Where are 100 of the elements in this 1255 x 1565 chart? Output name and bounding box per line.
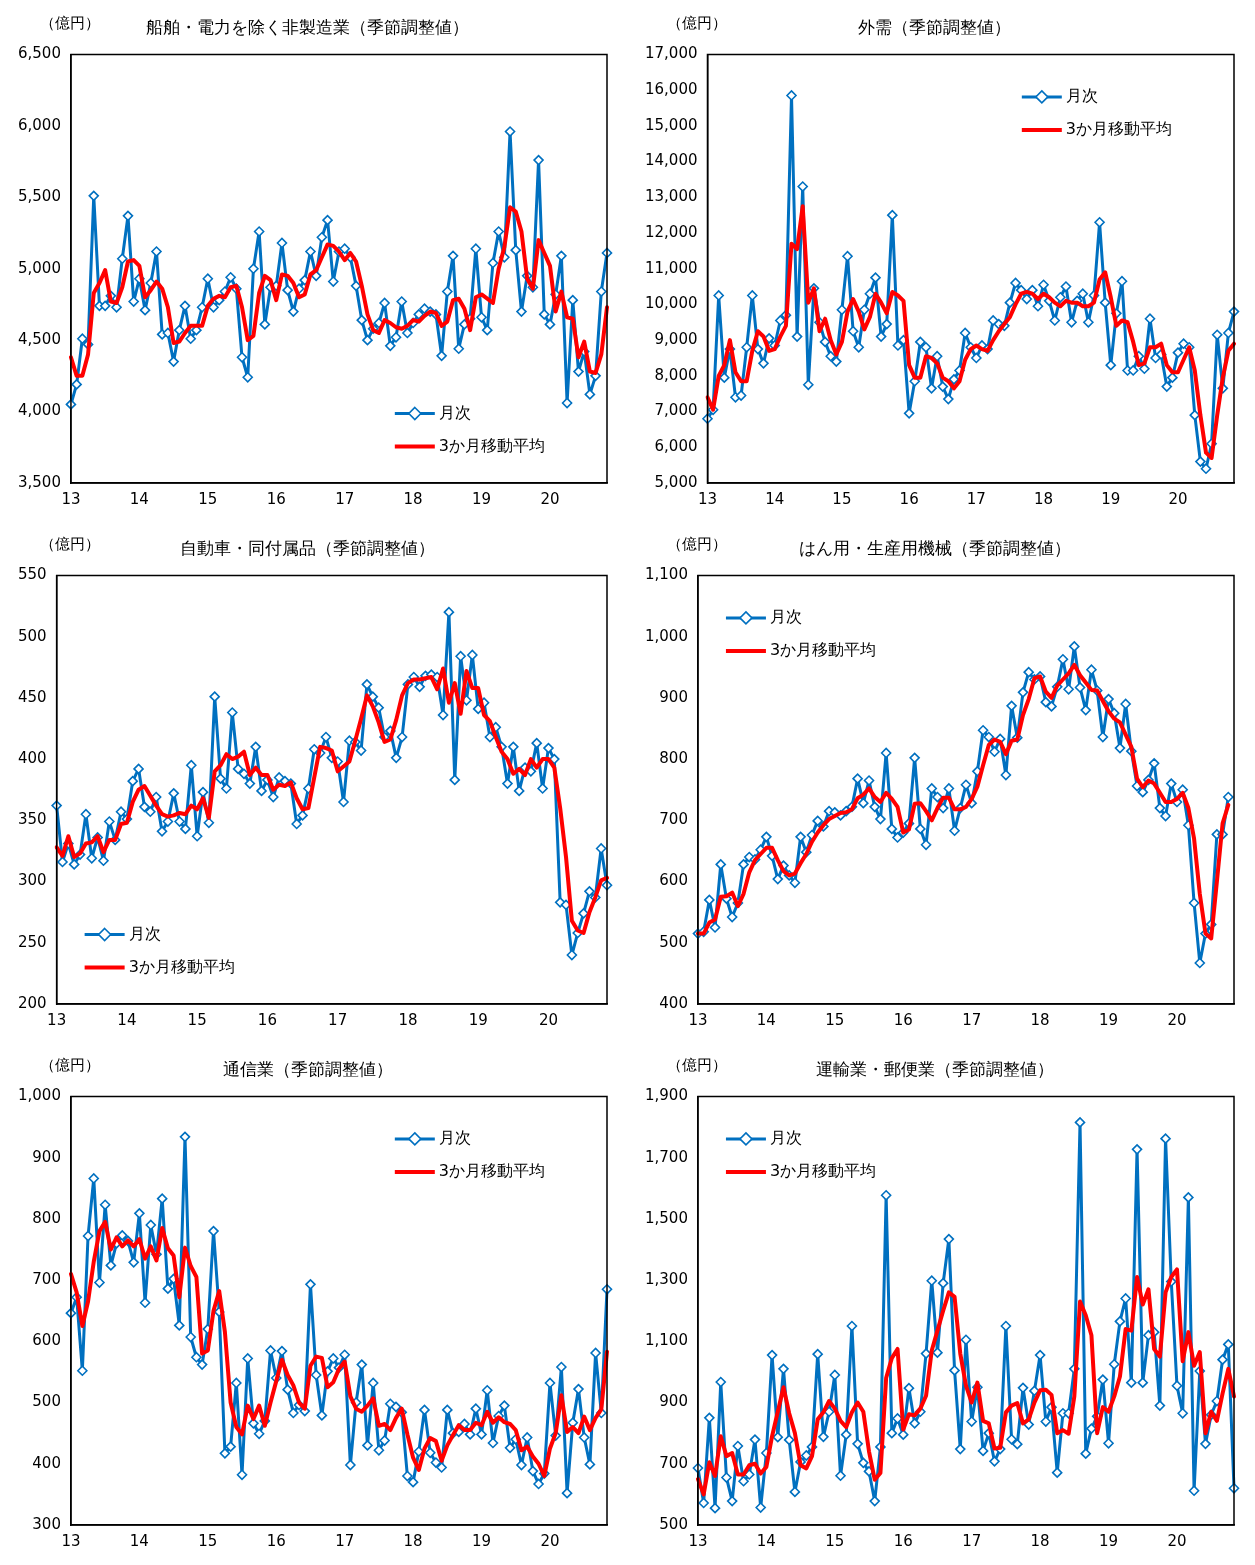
legend-label: 3か月移動平均 xyxy=(438,435,546,455)
y-axis-title: （億円） xyxy=(40,1055,100,1074)
legend-label: 3か月移動平均 xyxy=(769,1161,877,1181)
x-tick-label: 18 xyxy=(403,489,423,508)
legend-label: 月次 xyxy=(128,923,161,943)
x-tick-label: 16 xyxy=(893,1531,913,1550)
y-tick-label: 1,100 xyxy=(644,1331,688,1350)
y-tick-label: 500 xyxy=(17,626,47,645)
x-tick-label: 14 xyxy=(756,1531,776,1550)
y-tick-label: 4,000 xyxy=(17,401,61,420)
x-tick-label: 16 xyxy=(899,489,919,508)
y-tick-label: 600 xyxy=(659,871,688,890)
legend-label: 3か月移動平均 xyxy=(769,640,877,660)
chart-title: 外需（季節調整値） xyxy=(858,16,1011,37)
x-tick-label: 17 xyxy=(966,489,986,508)
y-tick-label: 500 xyxy=(659,1514,688,1533)
x-tick-label: 13 xyxy=(61,489,81,508)
x-tick-label: 17 xyxy=(962,1010,982,1029)
x-tick-label: 13 xyxy=(697,489,718,508)
x-tick-label: 15 xyxy=(825,1010,845,1029)
x-tick-label: 15 xyxy=(825,1531,845,1550)
x-tick-label: 13 xyxy=(61,1531,81,1550)
y-tick-label: 200 xyxy=(17,993,47,1012)
x-tick-label: 17 xyxy=(962,1531,982,1550)
y-tick-label: 600 xyxy=(32,1331,61,1350)
y-tick-label: 400 xyxy=(17,748,47,767)
x-tick-label: 17 xyxy=(328,1010,348,1029)
legend-label: 月次 xyxy=(769,607,802,627)
y-tick-label: 400 xyxy=(32,1453,61,1472)
y-tick-label: 700 xyxy=(659,810,688,829)
y-tick-label: 550 xyxy=(17,565,47,584)
y-tick-label: 16,000 xyxy=(644,80,698,99)
y-tick-label: 7,000 xyxy=(654,401,698,420)
legend-label: 3か月移動平均 xyxy=(438,1161,546,1181)
legend-label: 月次 xyxy=(438,1128,471,1148)
y-tick-label: 1,000 xyxy=(17,1086,61,1105)
x-tick-label: 20 xyxy=(1168,489,1188,508)
y-tick-label: 8,000 xyxy=(654,365,698,384)
x-tick-label: 17 xyxy=(335,1531,355,1550)
chart-title: 自動車・同付属品（季節調整値） xyxy=(180,537,435,558)
y-tick-label: 6,000 xyxy=(654,437,698,456)
x-tick-label: 18 xyxy=(398,1010,418,1029)
x-tick-label: 19 xyxy=(468,1010,488,1029)
y-tick-label: 700 xyxy=(32,1269,61,1288)
y-tick-label: 5,500 xyxy=(17,187,61,206)
y-tick-label: 5,000 xyxy=(654,472,698,491)
y-tick-label: 900 xyxy=(659,687,688,706)
y-tick-label: 6,000 xyxy=(17,115,61,134)
legend-label: 3か月移動平均 xyxy=(128,956,235,976)
x-tick-label: 14 xyxy=(129,489,149,508)
x-tick-label: 14 xyxy=(117,1010,137,1029)
y-tick-label: 250 xyxy=(17,932,47,951)
x-tick-label: 13 xyxy=(688,1531,708,1550)
x-tick-label: 15 xyxy=(198,1531,218,1550)
y-tick-label: 13,000 xyxy=(644,187,698,206)
y-tick-label: 1,100 xyxy=(644,565,688,584)
chart-title: 運輸業・郵便業（季節調整値） xyxy=(815,1058,1054,1079)
x-tick-label: 16 xyxy=(257,1010,277,1029)
x-tick-label: 15 xyxy=(198,489,218,508)
y-tick-label: 900 xyxy=(659,1392,688,1411)
y-axis-title: （億円） xyxy=(40,534,100,553)
x-tick-label: 13 xyxy=(47,1010,67,1029)
x-tick-label: 14 xyxy=(129,1531,149,1550)
chart-title: はん用・生産用機械（季節調整値） xyxy=(798,537,1071,558)
x-tick-label: 18 xyxy=(1030,1010,1050,1029)
x-tick-label: 19 xyxy=(1098,1531,1119,1550)
y-tick-label: 500 xyxy=(659,932,688,951)
y-tick-label: 450 xyxy=(17,687,47,706)
y-tick-label: 400 xyxy=(659,993,688,1012)
x-tick-label: 17 xyxy=(335,489,355,508)
chart-title: 船舶・電力を除く非製造業（季節調整値） xyxy=(146,16,469,37)
x-tick-label: 16 xyxy=(266,489,286,508)
x-tick-label: 15 xyxy=(187,1010,207,1029)
x-tick-label: 16 xyxy=(893,1010,913,1029)
x-tick-label: 13 xyxy=(688,1010,708,1029)
x-tick-label: 20 xyxy=(538,1010,558,1029)
x-tick-label: 19 xyxy=(471,489,492,508)
y-tick-label: 12,000 xyxy=(644,222,698,241)
x-tick-label: 20 xyxy=(540,1531,560,1550)
legend-label: 月次 xyxy=(438,402,471,422)
legend-label: 月次 xyxy=(1065,86,1098,106)
y-tick-label: 11,000 xyxy=(644,258,698,277)
y-axis-title: （億円） xyxy=(667,534,727,553)
y-tick-label: 4,500 xyxy=(17,330,61,349)
x-tick-label: 19 xyxy=(471,1531,492,1550)
x-tick-label: 20 xyxy=(1167,1010,1187,1029)
y-tick-label: 700 xyxy=(659,1453,688,1472)
y-tick-label: 1,700 xyxy=(644,1147,688,1166)
y-tick-label: 300 xyxy=(32,1514,61,1533)
y-tick-label: 800 xyxy=(659,748,688,767)
x-tick-label: 18 xyxy=(1030,1531,1050,1550)
y-tick-label: 800 xyxy=(32,1208,61,1227)
x-tick-label: 15 xyxy=(832,489,852,508)
y-tick-label: 1,300 xyxy=(644,1269,688,1288)
y-tick-label: 6,500 xyxy=(17,44,61,63)
x-tick-label: 18 xyxy=(403,1531,423,1550)
y-tick-label: 1,900 xyxy=(644,1086,688,1105)
y-tick-label: 500 xyxy=(32,1392,61,1411)
y-tick-label: 350 xyxy=(17,810,47,829)
y-tick-label: 10,000 xyxy=(644,294,698,313)
